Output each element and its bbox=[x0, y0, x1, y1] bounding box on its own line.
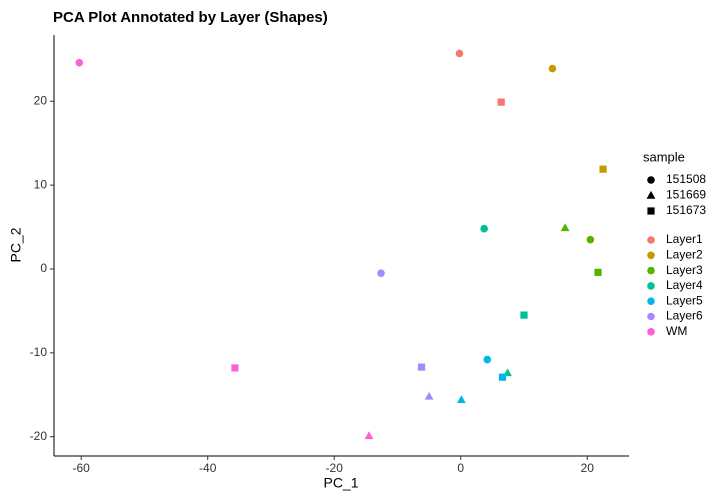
point bbox=[548, 64, 557, 73]
point bbox=[456, 395, 466, 404]
y-tick-label: 10 bbox=[34, 177, 48, 191]
x-tick-label: 0 bbox=[457, 461, 464, 475]
chart-title: PCA Plot Annotated by Layer (Shapes) bbox=[53, 9, 328, 26]
legend-key bbox=[647, 236, 655, 244]
x-tick-label: -20 bbox=[326, 461, 344, 475]
point bbox=[599, 165, 607, 173]
legend-label: Layer1 bbox=[666, 232, 703, 246]
legend-title: sample bbox=[643, 149, 685, 164]
legend-label: WM bbox=[666, 324, 687, 338]
legend-key bbox=[647, 207, 655, 215]
point bbox=[594, 268, 602, 276]
legend-label: 151673 bbox=[666, 203, 706, 217]
legend-key bbox=[647, 297, 655, 306]
point bbox=[498, 373, 507, 381]
legend-key bbox=[647, 266, 655, 275]
legend-label: 151508 bbox=[666, 172, 706, 186]
legend-label: 151669 bbox=[666, 188, 706, 202]
point bbox=[231, 364, 239, 372]
x-axis-label: PC_1 bbox=[323, 475, 358, 491]
point bbox=[497, 98, 505, 106]
legend-key bbox=[647, 251, 655, 260]
legend-key bbox=[647, 282, 655, 290]
y-tick-label: -20 bbox=[30, 429, 48, 443]
point bbox=[483, 355, 492, 364]
point bbox=[520, 311, 528, 319]
y-axis-label: PC_2 bbox=[8, 227, 24, 262]
y-tick-label: 0 bbox=[40, 261, 47, 275]
point bbox=[377, 269, 385, 277]
point bbox=[560, 223, 570, 232]
point bbox=[424, 391, 434, 400]
point bbox=[455, 49, 464, 58]
x-tick-label: -40 bbox=[199, 461, 217, 475]
point bbox=[75, 58, 84, 67]
y-tick-label: 20 bbox=[34, 93, 48, 107]
point bbox=[586, 235, 595, 244]
point bbox=[417, 363, 426, 371]
legend-label: Layer6 bbox=[666, 309, 703, 323]
legend-key bbox=[647, 328, 655, 336]
legend-label: Layer4 bbox=[666, 278, 703, 292]
legend-label: Layer2 bbox=[666, 247, 703, 261]
point bbox=[364, 431, 374, 440]
legend-label: Layer5 bbox=[666, 293, 703, 307]
legend-key bbox=[647, 176, 655, 184]
x-tick-label: -60 bbox=[73, 461, 91, 475]
x-tick-label: 20 bbox=[581, 461, 595, 475]
legend-key bbox=[646, 190, 656, 199]
legend-key bbox=[647, 312, 655, 321]
point bbox=[480, 224, 488, 233]
y-tick-label: -10 bbox=[30, 345, 48, 359]
legend-label: Layer3 bbox=[666, 263, 703, 277]
